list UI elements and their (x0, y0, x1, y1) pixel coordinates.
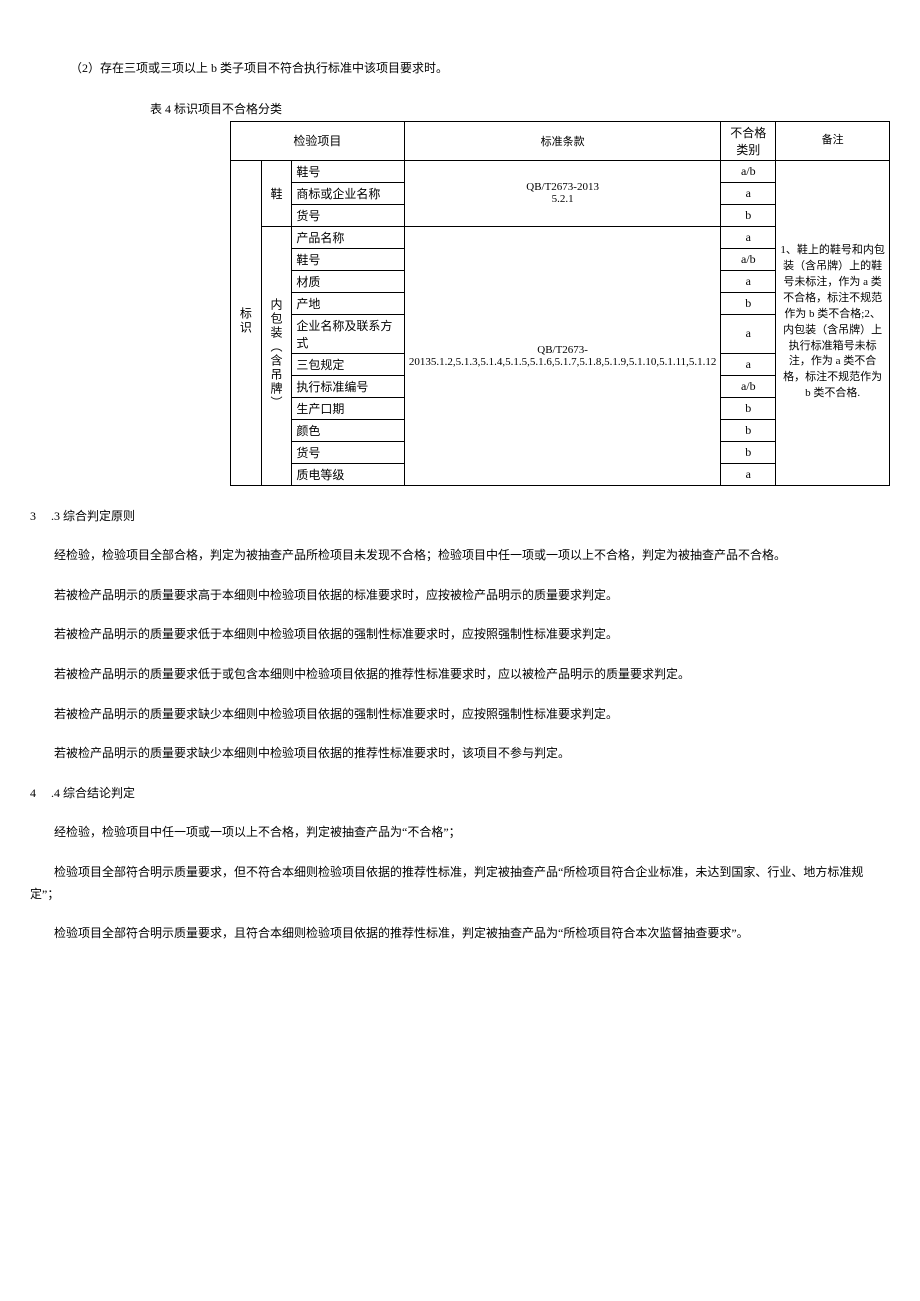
sec3-p4: 若被检产品明示的质量要求低于或包含本细则中检验项目依据的推荐性标准要求时，应以被… (30, 664, 890, 686)
sec3-title: .3 综合判定原则 (48, 509, 135, 523)
cell-item: 执行标准编号 (292, 375, 405, 397)
cell-item: 材质 (292, 270, 405, 292)
cell-group-shoe: 鞋 (261, 160, 292, 226)
table-row: 标识 鞋 鞋号 QB/T2673-2013 5.2.1 a/b 1、鞋上的鞋号和… (231, 160, 890, 182)
cell-item: 三包规定 (292, 353, 405, 375)
cell-item: 货号 (292, 441, 405, 463)
cell-group-pack: 内包装（含吊牌） (261, 226, 292, 485)
sec3-p2: 若被检产品明示的质量要求高于本细则中检验项目依据的标准要求时，应按被检产品明示的… (30, 585, 890, 607)
intro-paragraph: （2）存在三项或三项以上 b 类子项目不符合执行标准中该项目要求时。 (70, 58, 890, 80)
th-standard: 标准条款 (404, 121, 721, 160)
sec3-p3: 若被检产品明示的质量要求低于本细则中检验项目依据的强制性标准要求时，应按照强制性… (30, 624, 890, 646)
cell-class: b (721, 292, 776, 314)
cell-class: a (721, 182, 776, 204)
cell-item: 质电等级 (292, 463, 405, 485)
th-inspect: 检验项目 (231, 121, 405, 160)
cell-class: a (721, 463, 776, 485)
th-note: 备注 (776, 121, 890, 160)
sec3-p6: 若被检产品明示的质量要求缺少本细则中检验项目依据的推荐性标准要求时，该项目不参与… (30, 743, 890, 765)
cell-item: 企业名称及联系方式 (292, 314, 405, 353)
cell-item: 生产口期 (292, 397, 405, 419)
cell-class: b (721, 204, 776, 226)
cell-class: a (721, 226, 776, 248)
cell-class: a/b (721, 248, 776, 270)
cell-class: a (721, 270, 776, 292)
sec3-p1: 经检验，检验项目全部合格，判定为被抽查产品所检项目未发现不合格；检验项目中任一项… (30, 545, 890, 567)
cell-item: 鞋号 (292, 248, 405, 270)
section-3-heading: 3 .3 综合判定原则 (30, 506, 890, 528)
cell-item: 颜色 (292, 419, 405, 441)
sec3-p5: 若被检产品明示的质量要求缺少本细则中检验项目依据的强制性标准要求时，应按照强制性… (30, 704, 890, 726)
cell-class: a/b (721, 375, 776, 397)
table-caption: 表 4 标识项目不合格分类 (150, 100, 890, 117)
cell-item: 产地 (292, 292, 405, 314)
cell-item: 货号 (292, 204, 405, 226)
cell-class: a (721, 353, 776, 375)
sec4-num: 4 (30, 783, 48, 805)
cell-class: a (721, 314, 776, 353)
sec3-num: 3 (30, 506, 48, 528)
sec4-title: .4 综合结论判定 (48, 786, 135, 800)
table-header-row: 检验项目 标准条款 不合格类别 备注 (231, 121, 890, 160)
cell-item: 鞋号 (292, 160, 405, 182)
section-4-heading: 4 .4 综合结论判定 (30, 783, 890, 805)
cell-class: b (721, 441, 776, 463)
rowheader-text: 标识 (237, 307, 254, 335)
group-pack-text: 内包装（含吊牌） (268, 298, 285, 410)
cell-class: a/b (721, 160, 776, 182)
cell-class: b (721, 397, 776, 419)
sec4-p1: 经检验，检验项目中任一项或一项以上不合格，判定被抽查产品为“不合格”； (30, 822, 890, 844)
cell-std-pack: QB/T2673-20135.1.2,5.1.3,5.1.4,5.1.5,5.1… (404, 226, 721, 485)
sec4-p3: 检验项目全部符合明示质量要求，且符合本细则检验项目依据的推荐性标准，判定被抽查产… (30, 923, 890, 945)
cell-rowheader: 标识 (231, 160, 262, 485)
cell-item: 产品名称 (292, 226, 405, 248)
cell-std-shoe: QB/T2673-2013 5.2.1 (404, 160, 721, 226)
cell-item: 商标或企业名称 (292, 182, 405, 204)
cell-class: b (721, 419, 776, 441)
th-class: 不合格类别 (721, 121, 776, 160)
marking-table: 检验项目 标准条款 不合格类别 备注 标识 鞋 鞋号 QB/T2673-2013… (230, 121, 890, 486)
sec4-p2: 检验项目全部符合明示质量要求，但不符合本细则检验项目依据的推荐性标准，判定被抽查… (30, 862, 890, 905)
cell-note: 1、鞋上的鞋号和内包装（含吊牌）上的鞋号未标注，作为 a 类不合格，标注不规范作… (776, 160, 890, 485)
group-shoe-text: 鞋 (270, 187, 282, 201)
